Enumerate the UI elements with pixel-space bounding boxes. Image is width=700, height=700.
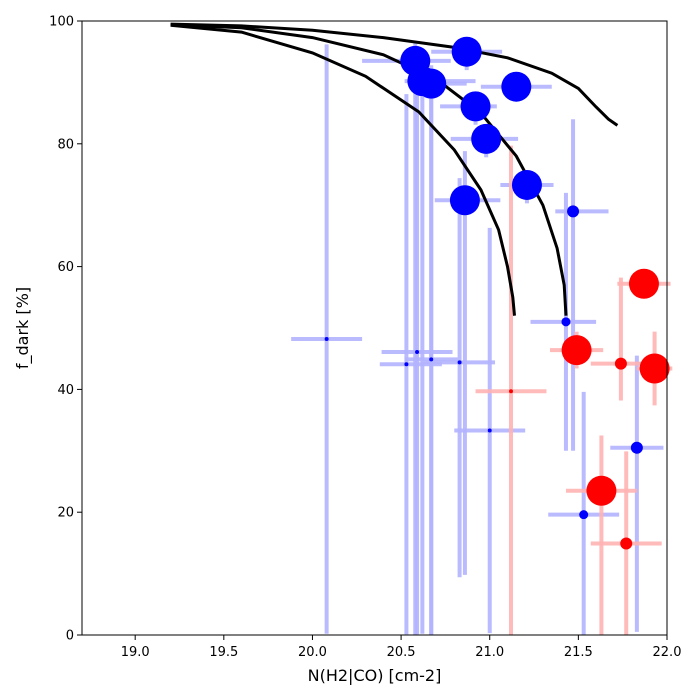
red-data-point — [586, 475, 617, 506]
blue-data-point — [415, 349, 420, 354]
blue-data-point — [449, 185, 480, 216]
red-data-point — [628, 268, 659, 299]
y-tick-label: 60 — [57, 260, 74, 275]
y-tick-label: 40 — [57, 383, 74, 398]
x-tick-label: 19.0 — [121, 645, 150, 660]
y-axis-ticks: 0 20 40 60 80 100 — [49, 15, 82, 644]
blue-data-point — [561, 317, 571, 327]
points-layer — [324, 36, 670, 550]
y-tick-label: 100 — [49, 15, 74, 30]
blue-data-point — [451, 36, 482, 67]
blue-data-point — [471, 123, 502, 154]
x-tick-label: 21.5 — [564, 645, 593, 660]
blue-data-point — [457, 360, 462, 365]
x-tick-label: 20.5 — [387, 645, 416, 660]
x-tick-label: 21.0 — [475, 645, 504, 660]
blue-data-point — [487, 428, 492, 433]
y-tick-label: 20 — [57, 506, 74, 521]
x-tick-label: 22.0 — [653, 645, 682, 660]
red-data-point — [639, 353, 670, 384]
model-curves-layer — [170, 22, 619, 316]
y-tick-label: 80 — [57, 137, 74, 152]
model-curve — [170, 23, 568, 316]
blue-data-point — [324, 337, 329, 342]
blue-data-point — [511, 169, 542, 200]
blue-data-point — [567, 205, 580, 218]
model-curve — [170, 23, 516, 316]
blue-data-point — [630, 441, 643, 454]
y-axis-label: f_dark [%] — [13, 287, 33, 369]
red-data-point — [614, 357, 627, 370]
blue-data-point — [460, 91, 491, 122]
red-data-point — [561, 335, 592, 366]
x-tick-label: 19.5 — [209, 645, 238, 660]
blue-data-point — [429, 357, 434, 362]
plot-frame — [81, 20, 668, 636]
red-data-point — [509, 389, 513, 394]
blue-data-point — [501, 71, 532, 102]
x-axis-ticks: 19.0 19.5 20.0 20.5 21.0 21.5 22.0 — [121, 635, 682, 660]
x-tick-label: 20.0 — [298, 645, 327, 660]
x-axis-label: N(H2|CO) [cm-2] — [308, 666, 442, 685]
blue-data-point — [404, 362, 409, 367]
model-curve — [170, 22, 619, 127]
y-tick-label: 0 — [66, 629, 74, 644]
blue-data-point — [416, 68, 447, 99]
blue-data-point — [579, 510, 589, 520]
red-data-point — [620, 537, 633, 550]
